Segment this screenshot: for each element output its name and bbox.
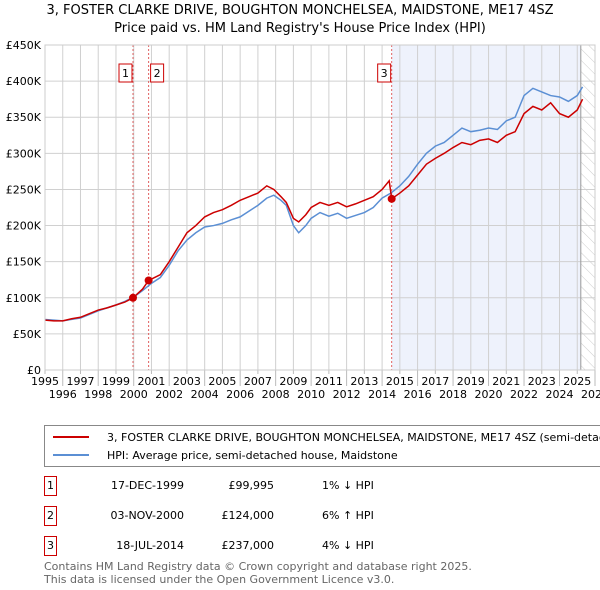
legend-label: HPI: Average price, semi-detached house,… bbox=[107, 448, 398, 462]
y-tick-label: £450K bbox=[6, 39, 42, 52]
x-tick-label: 1999 bbox=[102, 375, 130, 388]
sale-hpi: 4% ↓ HPI bbox=[322, 539, 374, 552]
price-chart: 1995199619971998199920002001200220032004… bbox=[6, 39, 600, 401]
x-tick-label: 2015 bbox=[386, 375, 414, 388]
x-tick-label: 1995 bbox=[31, 375, 59, 388]
table-row: 3 18-JUL-2014 £237,000 4% ↓ HPI bbox=[44, 536, 444, 556]
footer-line: Contains HM Land Registry data © Crown c… bbox=[44, 560, 472, 573]
sale-date: 17-DEC-1999 bbox=[110, 479, 184, 492]
x-tick-label: 2012 bbox=[333, 388, 361, 401]
x-tick-label: 2007 bbox=[244, 375, 272, 388]
legend-line-red bbox=[53, 436, 89, 438]
table-row: 2 03-NOV-2000 £124,000 6% ↑ HPI bbox=[44, 506, 444, 526]
x-tick-label: 2017 bbox=[421, 375, 449, 388]
subtitle-line: Price paid vs. HM Land Registry's House … bbox=[114, 21, 486, 36]
y-tick-label: £250K bbox=[6, 183, 42, 196]
y-tick-label: £50K bbox=[13, 328, 42, 341]
chart-title: 3, FOSTER CLARKE DRIVE, BOUGHTON MONCHEL… bbox=[0, 2, 600, 38]
sale-date: 03-NOV-2000 bbox=[110, 509, 184, 522]
x-tick-label: 2016 bbox=[404, 388, 432, 401]
legend: 3, FOSTER CLARKE DRIVE, BOUGHTON MONCHEL… bbox=[44, 425, 600, 467]
sale-point bbox=[129, 293, 137, 302]
sale-marker: 1 bbox=[44, 476, 57, 496]
x-tick-label: 2018 bbox=[439, 388, 467, 401]
x-tick-label: 1997 bbox=[66, 375, 94, 388]
x-tick-label: 2010 bbox=[297, 388, 325, 401]
x-tick-label: 2002 bbox=[155, 388, 183, 401]
legend-line-blue bbox=[53, 454, 89, 456]
y-tick-label: £400K bbox=[6, 75, 42, 88]
x-tick-label: 2001 bbox=[137, 375, 165, 388]
x-tick-label: 2023 bbox=[528, 375, 556, 388]
x-tick-label: 2021 bbox=[492, 375, 520, 388]
footer: Contains HM Land Registry data © Crown c… bbox=[44, 560, 472, 586]
shaded-region bbox=[391, 45, 581, 370]
x-tick-label: 2014 bbox=[368, 388, 396, 401]
table-row: 1 17-DEC-1999 £99,995 1% ↓ HPI bbox=[44, 476, 444, 496]
x-tick-label: 2009 bbox=[279, 375, 307, 388]
sale-point bbox=[144, 276, 153, 285]
sale-point bbox=[387, 194, 396, 203]
x-tick-label: 2008 bbox=[262, 388, 290, 401]
sale-marker: 2 bbox=[44, 506, 57, 526]
forecast-hatch bbox=[580, 45, 595, 370]
sale-price: £99,995 bbox=[228, 479, 275, 492]
x-tick-label: 2022 bbox=[510, 388, 538, 401]
legend-hpi: HPI: Average price, semi-detached house,… bbox=[53, 447, 398, 463]
x-tick-label: 2024 bbox=[546, 388, 574, 401]
x-tick-label: 2026 bbox=[581, 388, 600, 401]
title-line: 3, FOSTER CLARKE DRIVE, BOUGHTON MONCHEL… bbox=[46, 3, 554, 18]
x-tick-label: 2003 bbox=[173, 375, 201, 388]
x-tick-label: 2006 bbox=[226, 388, 254, 401]
sale-label-box bbox=[118, 63, 133, 83]
plot-border bbox=[44, 44, 596, 371]
y-tick-label: £100K bbox=[6, 292, 42, 305]
sale-hpi: 6% ↑ HPI bbox=[322, 509, 374, 522]
sale-label-box bbox=[150, 63, 165, 83]
y-tick-label: £0 bbox=[27, 364, 41, 377]
x-tick-label: 2013 bbox=[350, 375, 378, 388]
y-tick-label: £150K bbox=[6, 256, 42, 269]
x-tick-label: 2011 bbox=[315, 375, 343, 388]
legend-property: 3, FOSTER CLARKE DRIVE, BOUGHTON MONCHEL… bbox=[53, 429, 600, 445]
sale-date: 18-JUL-2014 bbox=[116, 539, 184, 552]
sale-price: £124,000 bbox=[221, 509, 275, 522]
legend-label: 3, FOSTER CLARKE DRIVE, BOUGHTON MONCHEL… bbox=[107, 430, 600, 444]
sale-label-box bbox=[377, 63, 392, 83]
footer-line: This data is licensed under the Open Gov… bbox=[44, 573, 395, 586]
x-tick-label: 2020 bbox=[475, 388, 503, 401]
sale-label: 3 bbox=[381, 67, 388, 80]
sale-marker: 3 bbox=[44, 536, 57, 556]
y-tick-label: £350K bbox=[6, 111, 42, 124]
x-tick-label: 1998 bbox=[84, 388, 112, 401]
sale-hpi: 1% ↓ HPI bbox=[322, 479, 374, 492]
x-tick-label: 2004 bbox=[191, 388, 219, 401]
y-tick-label: £200K bbox=[6, 220, 42, 233]
property-line bbox=[44, 98, 584, 322]
sale-price: £237,000 bbox=[221, 539, 275, 552]
x-tick-label: 2000 bbox=[120, 388, 148, 401]
sale-label: 2 bbox=[154, 67, 161, 80]
x-tick-label: 2019 bbox=[457, 375, 485, 388]
sale-label: 1 bbox=[122, 67, 129, 80]
x-tick-label: 2005 bbox=[208, 375, 236, 388]
x-tick-label: 2025 bbox=[563, 375, 591, 388]
x-tick-label: 1996 bbox=[49, 388, 77, 401]
y-tick-label: £300K bbox=[6, 147, 42, 160]
